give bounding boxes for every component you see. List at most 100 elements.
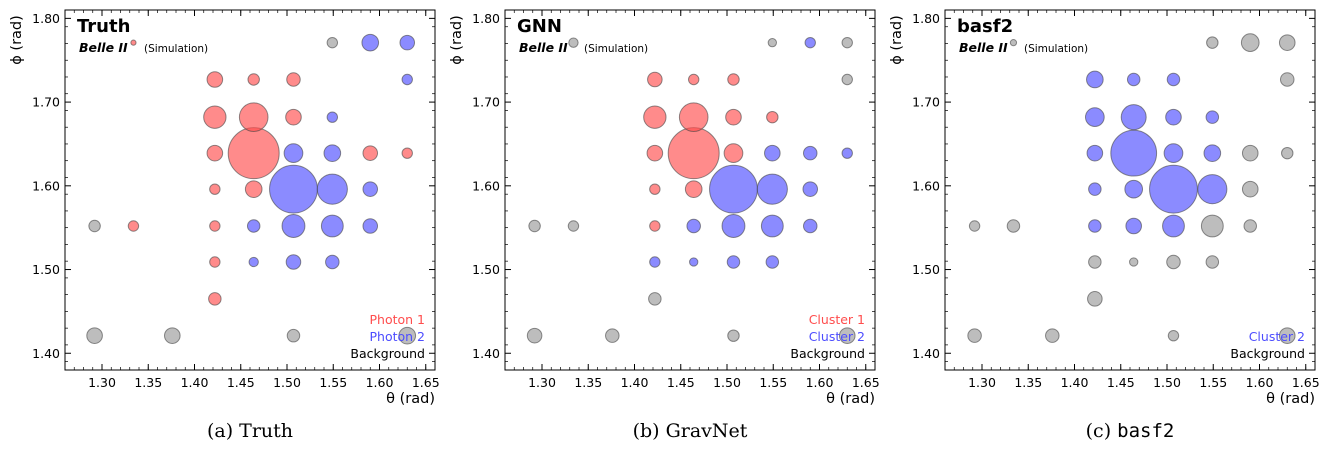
data-point [667,127,720,180]
data-point [1088,255,1102,269]
panel-caption: (b) GravNet [470,420,910,442]
data-point [164,327,181,344]
data-point [1197,174,1228,205]
data-point [647,71,663,88]
data-point [323,144,342,162]
x-tick-label: 1.55 [1199,375,1227,390]
data-point [326,111,339,123]
x-tick-label: 1.35 [134,375,162,390]
simulation-label: (Simulation) [584,43,648,55]
data-point [1206,36,1219,49]
y-tick-label: 1.70 [912,95,940,110]
x-tick-label: 1.65 [852,375,880,390]
data-point [1205,255,1220,269]
data-point [1241,144,1259,162]
chart-panel-1: 1.30 1.35 1.40 1.45 1.50 1.55 1.60 1.65 1.40 1.50… [9,9,440,407]
legend-entry: Background [790,346,865,361]
data-point [841,36,853,49]
panel-caption: (a) Truth [30,420,470,442]
x-tick-label: 1.30 [88,375,116,390]
data-point [1124,179,1144,199]
data-point [127,220,140,232]
x-axis-label: θ (rad) [826,391,875,407]
x-tick-label: 1.50 [713,375,741,390]
data-point [1149,164,1198,214]
data-point [649,256,661,268]
data-point [756,173,788,205]
data-point [248,256,259,268]
x-tick-label: 1.55 [319,375,347,390]
data-point [725,108,742,126]
data-point [209,256,221,268]
data-point [764,144,781,162]
data-point [526,327,543,344]
data-point [528,219,541,233]
data-point [1166,72,1181,87]
data-point [766,110,779,124]
data-point [320,214,344,238]
caption-prefix: (b) [632,420,666,442]
panel-title: Truth [77,16,130,37]
y-axis-label: ϕ (rad) [9,15,25,65]
panel-caption: (c) basf2 [910,420,1321,442]
caption-prefix: (c) [1085,420,1118,442]
data-point [209,183,221,195]
y-tick-label: 1.40 [472,346,500,361]
data-point [1126,72,1141,87]
data-point [841,147,853,159]
data-point [1120,104,1147,131]
data-point [678,102,709,132]
data-point [269,164,318,214]
x-tick-label: 1.30 [528,375,556,390]
data-point [802,145,818,161]
data-point [227,127,280,180]
x-tick-label: 1.50 [1153,375,1181,390]
data-point [285,108,302,126]
data-point [1278,34,1296,51]
data-point [727,73,740,86]
data-point [246,219,261,233]
data-point [247,73,260,86]
data-point [646,144,664,162]
y-tick-label: 1.50 [472,262,500,277]
data-point [286,328,301,343]
data-point [361,33,380,52]
x-axis-label: θ (rad) [1266,391,1315,407]
caption-text: basf2 [1117,420,1175,442]
data-point [723,143,744,164]
y-tick-label: 1.60 [32,178,60,193]
data-point [1278,327,1296,344]
y-axis-label: ϕ (rad) [449,15,465,65]
x-tick-label: 1.65 [412,375,440,390]
data-point [209,220,221,232]
legend-entry: Cluster 1 [809,312,865,327]
x-tick-label: 1.60 [806,375,834,390]
data-point [1200,214,1224,238]
data-point [1281,146,1294,160]
data-point [684,180,703,198]
y-tick-label: 1.70 [472,95,500,110]
x-tick-label: 1.55 [759,375,787,390]
x-tick-label: 1.35 [1014,375,1042,390]
data-point [802,218,818,234]
x-tick-label: 1.30 [968,375,996,390]
data-point [1166,254,1181,270]
y-tick-label: 1.50 [32,262,60,277]
legend-entry: Cluster 2 [1249,329,1305,344]
data-point [1006,219,1021,233]
y-axis-label: ϕ (rad) [889,15,905,65]
data-point [1203,144,1222,162]
data-point [649,183,661,195]
data-point [1045,328,1060,343]
data-point [1165,108,1182,126]
data-point [401,147,413,159]
y-tick-label: 1.80 [472,11,500,26]
experiment-label: Belle II [519,40,568,55]
data-point [1129,257,1139,267]
data-point [727,329,740,342]
data-point [968,220,981,232]
experiment-label: Belle II [79,40,128,55]
data-point [1279,72,1295,87]
y-tick-label: 1.80 [32,11,60,26]
legend-entry: Background [1230,346,1305,361]
